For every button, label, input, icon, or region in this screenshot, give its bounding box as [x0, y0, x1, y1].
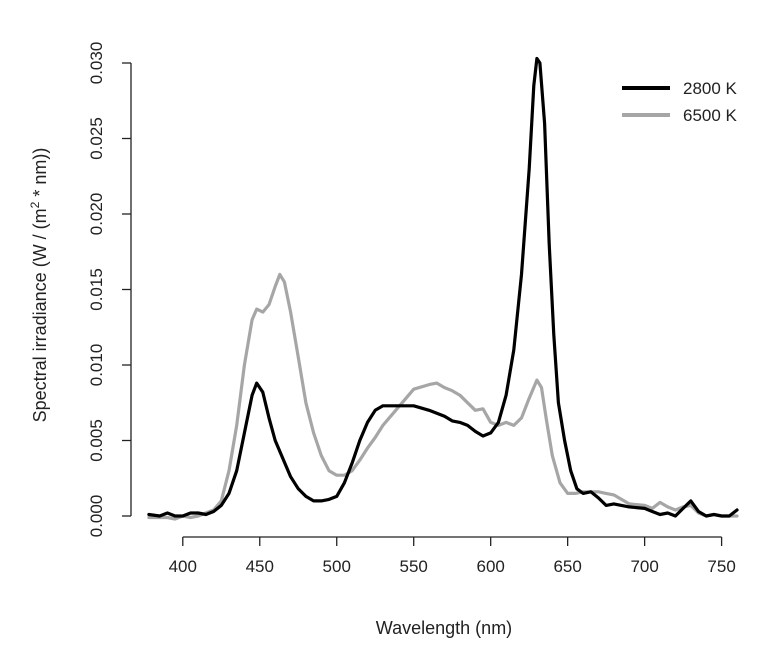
x-ticks: 400 450 500 550 600 650 700 750 [169, 537, 736, 576]
series-line-2800k [147, 56, 739, 518]
x-tick-label: 650 [553, 557, 581, 576]
y-axis-title: Spectral irradiance (W / (m2 * nm)) [28, 148, 50, 423]
x-tick-label: 600 [476, 557, 504, 576]
y-tick-label: 0.025 [87, 117, 106, 160]
x-tick-label: 450 [246, 557, 274, 576]
x-tick-label: 400 [169, 557, 197, 576]
y-tick-label: 0.000 [87, 495, 106, 538]
y-tick-label: 0.010 [87, 344, 106, 387]
x-tick-label: 500 [323, 557, 351, 576]
x-tick-label: 750 [707, 557, 735, 576]
y-ticks: 0.000 0.005 0.010 0.015 0.020 0.025 0.030 [87, 42, 131, 538]
y-axis-title-main: Spectral irradiance (W / (m [30, 208, 50, 422]
x-tick-label: 550 [400, 557, 428, 576]
series-line-6500k [147, 272, 739, 521]
y-tick-label: 0.030 [87, 42, 106, 85]
y-tick-label: 0.015 [87, 268, 106, 311]
legend: 2800 K 6500 K [622, 79, 738, 125]
series-layer [147, 56, 739, 521]
legend-label-2800k: 2800 K [683, 79, 738, 98]
y-tick-label: 0.020 [87, 193, 106, 236]
axes: 400 450 500 550 600 650 700 750 0.000 0.005 0.010… [87, 42, 736, 576]
y-tick-label: 0.005 [87, 419, 106, 462]
y-axis-title-tail: * nm)) [30, 148, 50, 202]
x-axis-title: Wavelength (nm) [376, 618, 512, 638]
x-tick-label: 700 [630, 557, 658, 576]
legend-label-6500k: 6500 K [683, 106, 738, 125]
y-axis-title-superscript: 2 [28, 201, 42, 208]
